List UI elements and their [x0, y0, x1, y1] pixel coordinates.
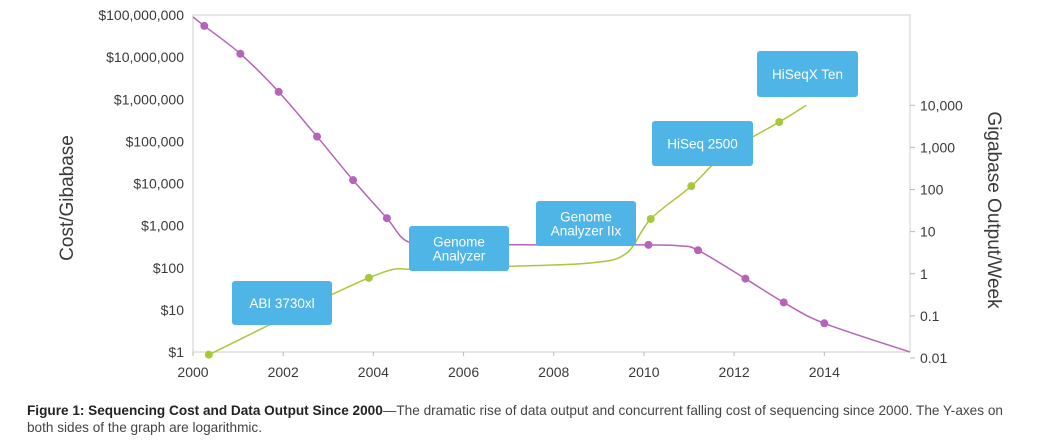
- x-tick-label: 2006: [448, 364, 479, 380]
- left-y-tick-label: $10: [161, 302, 185, 318]
- x-tick-label: 2010: [628, 364, 659, 380]
- left-y-tick-label: $10,000: [133, 176, 184, 192]
- callout-hiseqx-ten: HiSeqX Ten: [757, 51, 858, 97]
- callout-hiseq-2500: HiSeq 2500: [652, 121, 753, 166]
- x-tick-label: 2014: [809, 364, 840, 380]
- axes: 2000 2002 2004 2006 2008 2010 2012 2014 $1 $10 $10…: [57, 7, 1004, 380]
- x-tick-label: 2012: [719, 364, 750, 380]
- callout-box: [757, 51, 858, 97]
- callout-label: ABI 3730xl: [249, 296, 314, 311]
- x-tick-label: 2002: [268, 364, 299, 380]
- cost-point: [200, 21, 209, 30]
- left-y-tick-label: $1: [168, 344, 184, 360]
- right-y-axis-title: Gigabase Output/Week: [983, 111, 1004, 309]
- callout-label: Analyzer IIx: [551, 224, 622, 239]
- output-point: [687, 182, 696, 191]
- callout-abi-3730xl: ABI 3730xl: [232, 281, 332, 325]
- output-point: [775, 118, 784, 127]
- callout-label: HiSeqX Ten: [772, 67, 843, 82]
- caption-title: Figure 1: Sequencing Cost and Data Outpu…: [27, 403, 383, 418]
- plot-area-frame: [192, 14, 911, 353]
- cost-point: [820, 319, 829, 328]
- left-y-axis-title: Cost/Gibabase: [57, 135, 78, 261]
- left-y-tick-label: $100,000,000: [98, 7, 184, 23]
- left-y-tick-label: $1,000: [141, 218, 184, 234]
- right-y-tick-label: 0.01: [920, 350, 947, 366]
- cost-point: [741, 274, 750, 283]
- callout-label: HiSeq 2500: [667, 137, 738, 152]
- output-point: [364, 273, 373, 282]
- callout-box: [536, 201, 636, 246]
- cost-point: [349, 176, 358, 185]
- left-y-tick-label: $100: [153, 260, 184, 276]
- cost-point: [236, 49, 245, 58]
- right-y-tick-label: 100: [920, 182, 944, 198]
- output-point: [646, 214, 655, 223]
- callout-label: Genome: [560, 210, 612, 225]
- cost-point: [779, 298, 788, 307]
- cost-point: [382, 214, 391, 223]
- left-y-tick-label: $100,000: [126, 133, 185, 149]
- series-points: [200, 21, 829, 359]
- right-y-tick-label: 1: [920, 266, 928, 282]
- right-y-tick-label: 0.1: [920, 308, 940, 324]
- output-point: [204, 350, 213, 359]
- callout-label: Genome: [433, 235, 485, 250]
- callout-box: [409, 226, 509, 271]
- x-tick-label: 2000: [177, 364, 208, 380]
- callout-box: [232, 281, 332, 325]
- caption-text: —The dramatic rise of data output and co…: [27, 403, 1003, 435]
- x-tick-label: 2008: [538, 364, 569, 380]
- figure-caption: Figure 1: Sequencing Cost and Data Outpu…: [27, 402, 1027, 436]
- right-y-tick-label: 10: [920, 224, 936, 240]
- cost-point: [313, 132, 322, 141]
- left-y-tick-label: $1,000,000: [114, 91, 184, 107]
- x-tick-label: 2004: [358, 364, 389, 380]
- cost-point: [274, 87, 283, 96]
- cost-point: [694, 246, 703, 255]
- left-y-tick-label: $10,000,000: [106, 49, 184, 65]
- callout-box: [652, 121, 753, 166]
- right-y-tick-label: 10,000: [920, 97, 963, 113]
- callout-label: Analyzer: [433, 249, 486, 264]
- cost-point: [644, 240, 653, 249]
- right-y-tick-label: 1,000: [920, 139, 955, 155]
- sequencing-chart: 2000 2002 2004 2006 2008 2010 2012 2014 $1 $10 $10…: [57, 7, 1004, 380]
